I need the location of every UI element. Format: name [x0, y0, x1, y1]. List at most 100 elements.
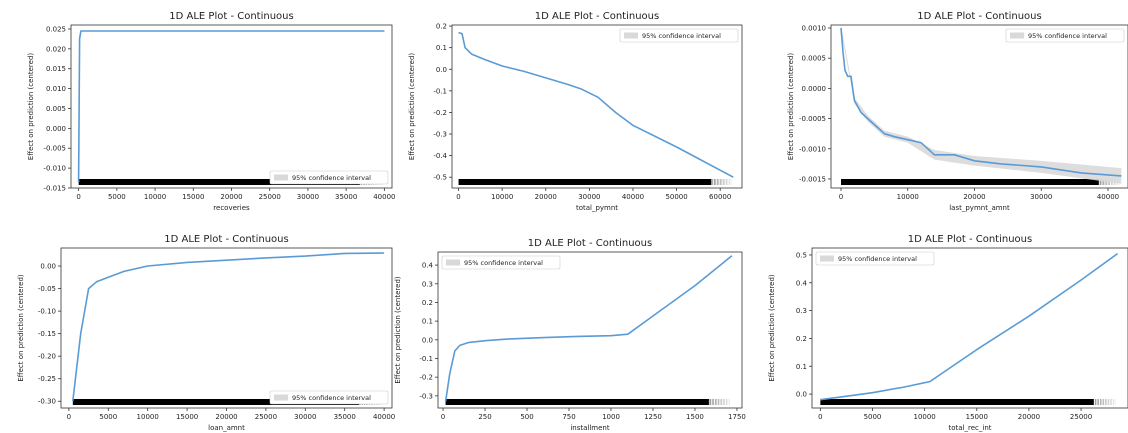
chart-panel-2: 1D ALE Plot - Continuous 0 10000 20000 30000…: [408, 11, 743, 212]
x-tick-label: 1000: [602, 413, 620, 421]
x-axis-label: loan_amnt: [208, 424, 245, 432]
rug-marks: [841, 179, 1099, 185]
y-tick-label: 0.005: [46, 105, 66, 113]
y-tick-label: -0.15: [38, 330, 56, 338]
y-tick-label: 0.3: [796, 307, 807, 315]
x-tick-label: 0: [818, 413, 822, 421]
y-tick-label: 0.0: [796, 391, 807, 399]
legend-box: [269, 390, 389, 405]
x-tick-label: 20000: [215, 413, 237, 421]
y-tick-label: 0.2: [422, 299, 433, 307]
x-tick-label: 1750: [728, 413, 746, 421]
x-tick-label: 25000: [255, 413, 277, 421]
chart-title: 1D ALE Plot - Continuous: [528, 238, 652, 249]
chart-panel-1: 1D ALE Plot - Continuous 0 5000 10000 15000 2…: [27, 11, 395, 212]
y-tick-label: 0.0005: [802, 55, 827, 63]
legend-label: 95% confidence interval: [292, 174, 371, 182]
y-tick-label: 0.1: [796, 363, 807, 371]
x-tick-label: 1250: [644, 413, 662, 421]
chart-panel-4: 1D ALE Plot - Continuous 0 5000 10000 15000 2…: [17, 234, 395, 432]
legend-swatch: [820, 255, 834, 262]
x-tick-label: 20000: [963, 193, 985, 201]
x-tick-label: 10000: [137, 413, 159, 421]
y-tick-label: -0.0005: [799, 115, 826, 123]
legend: 95% confidence interval: [269, 170, 389, 185]
y-tick-label: -0.010: [43, 165, 66, 173]
ale-line: [820, 252, 1119, 401]
x-tick-label: 10000: [491, 193, 513, 201]
y-tick-label: -0.10: [38, 308, 56, 316]
legend-box: [815, 251, 935, 266]
ale-line: [840, 27, 1122, 177]
y-tick-label: 0.0010: [802, 25, 827, 33]
x-tick-label: 1500: [686, 413, 704, 421]
legend-swatch: [1010, 32, 1024, 39]
x-axis-label: total_rec_int: [948, 424, 991, 432]
y-axis-label: Effect on prediction (centered): [787, 53, 795, 161]
legend: 95% confidence interval: [619, 28, 739, 43]
rug-marks: [78, 179, 360, 185]
x-axis-label: installment: [570, 424, 610, 432]
rug-marks: [445, 399, 710, 405]
y-tick-label: -0.20: [38, 353, 56, 361]
y-tick-label: 0.5: [796, 251, 807, 259]
legend-box: [1005, 28, 1125, 43]
plot-frame: [60, 247, 393, 409]
x-axis-label: recoveries: [213, 204, 250, 212]
x-tick-label: 25000: [259, 193, 281, 201]
y-tick-label: -0.2: [433, 109, 447, 117]
legend: 95% confidence interval: [269, 390, 389, 405]
legend-label: 95% confidence interval: [642, 32, 721, 40]
y-tick-label: -0.2: [419, 374, 433, 382]
x-tick-label: 35000: [334, 413, 356, 421]
y-tick-label: 0.025: [46, 25, 66, 33]
chart-panel-3: 1D ALE Plot - Continuous 0 10000 20000 30000…: [787, 11, 1128, 212]
x-tick-label: 0: [76, 193, 80, 201]
x-tick-label: 40000: [622, 193, 644, 201]
y-tick-label: -0.30: [38, 398, 56, 406]
y-tick-label: 0.0: [422, 336, 433, 344]
legend-swatch: [446, 259, 460, 266]
chart-title: 1D ALE Plot - Continuous: [917, 11, 1041, 22]
plot-frame: [811, 247, 1128, 409]
y-tick-label: 0.00: [40, 263, 56, 271]
y-tick-label: -0.015: [43, 185, 66, 193]
x-tick-label: 15000: [176, 413, 198, 421]
ale-line: [458, 31, 734, 178]
y-axis-label: Effect on prediction (centered): [408, 53, 416, 161]
y-tick-label: 0.4: [796, 279, 808, 287]
x-tick-label: 30000: [1030, 193, 1052, 201]
x-tick-label: 20000: [1018, 413, 1040, 421]
x-tick-label: 0: [839, 193, 843, 201]
y-tick-label: 0.3: [422, 280, 433, 288]
y-tick-label: 0.000: [46, 125, 66, 133]
y-tick-label: 0.020: [46, 45, 66, 53]
legend-swatch: [274, 394, 288, 401]
x-tick-label: 20000: [220, 193, 242, 201]
chart-title: 1D ALE Plot - Continuous: [164, 234, 288, 245]
x-tick-label: 30000: [297, 193, 319, 201]
y-tick-label: -0.5: [433, 174, 447, 182]
chart-panel-5: 1D ALE Plot - Continuous 0 250 500 750 1000 12…: [394, 238, 746, 432]
x-tick-label: 40000: [1097, 193, 1119, 201]
x-tick-label: 250: [478, 413, 491, 421]
x-tick-label: 0: [67, 413, 71, 421]
plot-frame: [437, 251, 743, 409]
x-tick-label: 30000: [578, 193, 600, 201]
legend-label: 95% confidence interval: [292, 394, 371, 402]
legend: 95% confidence interval: [1005, 28, 1125, 43]
chart-title: 1D ALE Plot - Continuous: [169, 11, 293, 22]
plot-frame: [70, 24, 393, 189]
y-tick-label: -0.3: [419, 392, 433, 400]
legend-label: 95% confidence interval: [838, 255, 917, 263]
y-tick-label: 0.0: [436, 66, 447, 74]
x-tick-label: 15000: [182, 193, 204, 201]
y-tick-label: 0.1: [422, 318, 433, 326]
y-axis-label: Effect on prediction (centered): [17, 274, 25, 382]
x-tick-label: 60000: [709, 193, 731, 201]
plot-frame: [451, 24, 743, 189]
x-tick-label: 5000: [864, 413, 882, 421]
x-tick-label: 10000: [144, 193, 166, 201]
x-tick-label: 750: [562, 413, 575, 421]
ale-line: [444, 255, 733, 402]
